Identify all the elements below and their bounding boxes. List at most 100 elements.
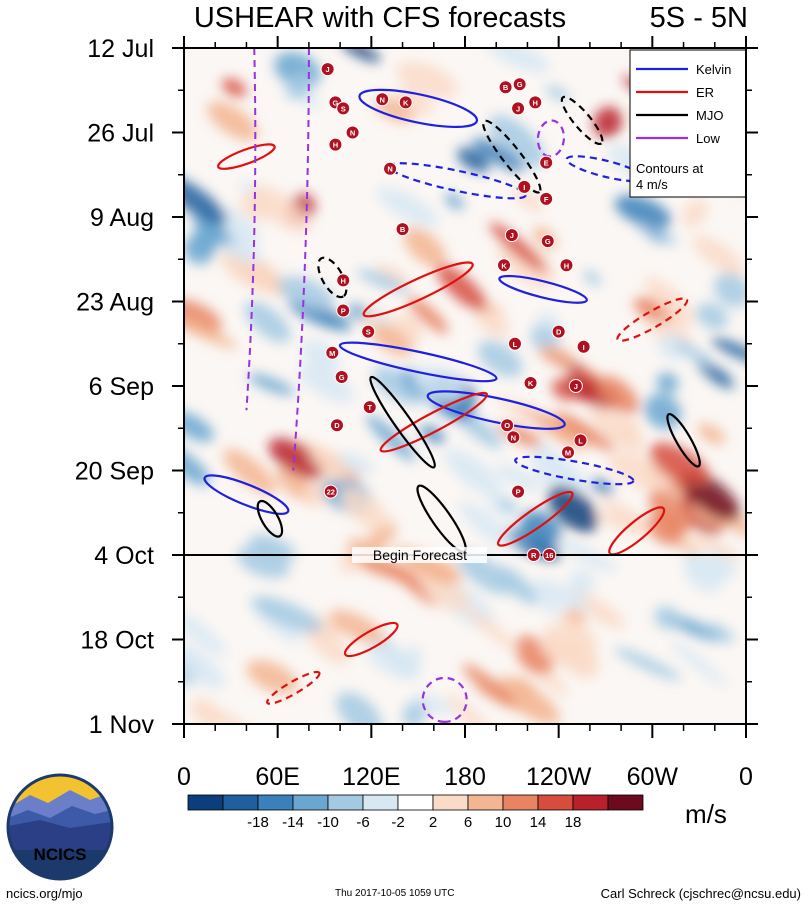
storm-marker: N bbox=[375, 92, 390, 107]
y-tick-label: 12 Jul bbox=[87, 35, 154, 63]
storm-marker: H bbox=[336, 273, 351, 288]
x-tick-label: 120E bbox=[342, 763, 400, 791]
storm-marker: R bbox=[526, 548, 541, 562]
storm-label: G bbox=[333, 98, 339, 107]
storm-label: N bbox=[511, 433, 516, 442]
storm-label: G bbox=[339, 373, 345, 382]
colorbar-swatch bbox=[432, 794, 469, 811]
colorbar-label: 6 bbox=[464, 814, 472, 831]
storm-marker: L bbox=[573, 433, 588, 448]
colorbar-swatch bbox=[327, 794, 364, 811]
storm-marker: N bbox=[506, 430, 521, 445]
colorbar-label: 14 bbox=[530, 814, 547, 831]
y-tick-label: 23 Aug bbox=[76, 289, 154, 317]
storm-marker: F bbox=[539, 191, 554, 206]
colorbar-label: 18 bbox=[565, 814, 582, 831]
storm-marker: P bbox=[511, 484, 526, 499]
storm-label: M bbox=[565, 448, 571, 457]
storm-label: B bbox=[400, 225, 406, 234]
storm-marker: J bbox=[568, 379, 583, 393]
x-tick-label: 120W bbox=[526, 763, 592, 791]
storm-label: J bbox=[510, 231, 514, 240]
logo-text: NCICS bbox=[34, 845, 87, 864]
colorbar-swatch bbox=[292, 794, 329, 811]
storm-label: I bbox=[583, 343, 585, 352]
storm-label: J bbox=[326, 65, 330, 74]
begin-forecast-label: Begin Forecast bbox=[373, 547, 467, 563]
y-tick-label: 20 Sep bbox=[75, 458, 154, 486]
storm-marker: P bbox=[336, 303, 351, 318]
storm-marker: K bbox=[497, 258, 512, 273]
storm-marker: B bbox=[498, 80, 513, 95]
storm-label: H bbox=[533, 98, 538, 107]
storm-marker: E bbox=[539, 155, 554, 170]
storm-label: N bbox=[350, 129, 355, 138]
colorbar-swatch bbox=[222, 794, 259, 811]
storm-marker: I bbox=[517, 179, 532, 194]
y-tick-label: 6 Sep bbox=[89, 373, 154, 401]
storm-label: I bbox=[523, 183, 525, 192]
storm-marker: H bbox=[528, 95, 543, 110]
storm-marker: B bbox=[395, 222, 410, 237]
colorbar-label: -10 bbox=[317, 814, 339, 831]
colorbar: -18 -14 -10 -6 -2 2 6 10 14 18 bbox=[187, 794, 644, 831]
storm-marker: H bbox=[559, 258, 574, 273]
storm-label: L bbox=[513, 340, 518, 349]
x-tick-label: 60E bbox=[255, 763, 299, 791]
storm-marker: N bbox=[383, 161, 398, 176]
storm-label: H bbox=[341, 276, 346, 285]
x-tick-label: 0 bbox=[177, 763, 191, 791]
storm-label: N bbox=[380, 95, 385, 104]
storm-marker: H bbox=[328, 137, 343, 152]
storm-label: K bbox=[528, 379, 534, 388]
chart-title: USHEAR with CFS forecasts bbox=[194, 2, 566, 34]
legend-label: ER bbox=[696, 85, 714, 100]
colorbar-swatch bbox=[572, 794, 609, 811]
footer-website[interactable]: ncics.org/mjo bbox=[6, 886, 83, 901]
storm-marker: G bbox=[540, 234, 555, 249]
storm-marker: O bbox=[500, 418, 515, 433]
storm-marker: J bbox=[504, 228, 519, 243]
storm-marker: 22 bbox=[323, 484, 338, 499]
colorbar-label: -14 bbox=[282, 814, 304, 831]
storm-marker: S bbox=[336, 101, 351, 116]
storm-marker: 16 bbox=[542, 548, 557, 562]
colorbar-swatch bbox=[537, 794, 574, 811]
storm-marker: T bbox=[362, 400, 377, 415]
colorbar-label: -2 bbox=[391, 814, 404, 831]
colorbar-swatch bbox=[257, 794, 294, 811]
storm-label: J bbox=[516, 104, 520, 113]
y-axis: 12 Jul 26 Jul 9 Aug 23 Aug 6 Sep 20 Sep 4 Oct 1… bbox=[75, 35, 758, 739]
footer-timestamp: Thu 2017-10-05 1059 UTC bbox=[335, 888, 455, 899]
colorbar-swatch bbox=[502, 794, 539, 811]
colorbar-swatch bbox=[187, 794, 224, 811]
storm-marker: G bbox=[334, 369, 349, 384]
storm-label: E bbox=[544, 159, 549, 168]
storm-label: G bbox=[545, 237, 551, 246]
colorbar-swatch bbox=[607, 794, 644, 811]
colorbar-swatch bbox=[362, 794, 399, 811]
wave-contours bbox=[203, 48, 701, 724]
storm-label: P bbox=[341, 307, 346, 316]
y-tick-label: 18 Oct bbox=[80, 627, 154, 655]
legend-note: 4 m/s bbox=[636, 177, 668, 192]
storm-marker: G bbox=[512, 77, 527, 92]
storm-marker: I bbox=[576, 339, 591, 354]
x-tick-label: 60W bbox=[627, 763, 679, 791]
legend: Kelvin ER MJO Low Contours at4 m/s bbox=[629, 49, 747, 198]
storm-marker: J bbox=[511, 101, 526, 116]
ncics-logo: NCICS bbox=[6, 773, 114, 881]
y-tick-label: 4 Oct bbox=[94, 542, 154, 570]
colorbar-label: 2 bbox=[429, 814, 437, 831]
storm-marker: J bbox=[320, 62, 335, 77]
storm-label: G bbox=[517, 80, 523, 89]
storm-label: H bbox=[333, 141, 338, 150]
colorbar-swatch bbox=[467, 794, 504, 811]
storm-label: B bbox=[503, 83, 509, 92]
storm-label: S bbox=[341, 104, 346, 113]
storm-label: S bbox=[366, 328, 371, 337]
storm-marker: M bbox=[325, 345, 340, 360]
storm-label: 22 bbox=[327, 488, 335, 497]
